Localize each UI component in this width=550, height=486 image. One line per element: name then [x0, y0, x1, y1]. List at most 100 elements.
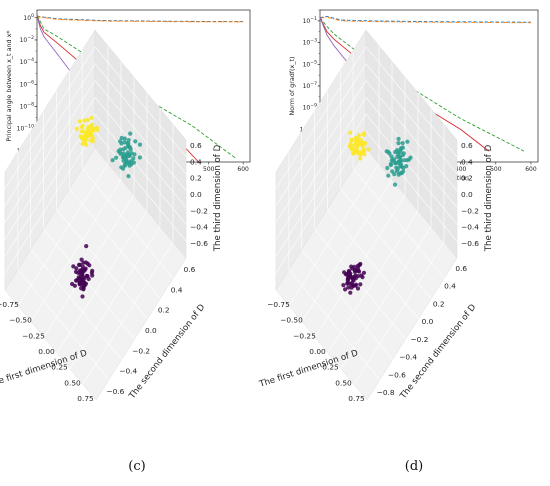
scatter-point	[74, 266, 79, 271]
grid-line	[365, 130, 458, 242]
y-tick-label: 0.6	[184, 265, 196, 274]
scatter-point	[120, 155, 125, 160]
scatter-point	[362, 131, 367, 136]
scatter-point	[346, 274, 352, 279]
scatter-point	[345, 281, 350, 286]
scatter-point	[90, 136, 95, 141]
scatter-point	[353, 276, 358, 281]
grid-line	[327, 210, 419, 354]
y-tick-label: 0.2	[158, 306, 170, 315]
scatter-point	[343, 287, 348, 292]
scatter-point	[110, 158, 115, 163]
grid-line	[301, 249, 393, 360]
scatter-point	[346, 285, 351, 290]
x-tick-label: 400	[455, 166, 467, 173]
series-line-rfedavg	[319, 16, 532, 23]
grid-line	[17, 269, 110, 380]
scatter-point	[119, 141, 124, 146]
y-tick-label: 10−8	[20, 102, 34, 111]
grid-line	[82, 242, 174, 385]
grid-line	[94, 97, 187, 208]
grid-line	[94, 80, 187, 191]
scatter-point	[70, 281, 75, 287]
x-tick-label: −0.75	[267, 300, 290, 309]
scatter-point	[354, 150, 360, 155]
x-tick-label: 0.75	[348, 394, 365, 403]
floor-pane	[4, 147, 187, 401]
z-tick-label: −0.4	[461, 223, 479, 232]
y-tick-label: 0.0	[145, 326, 157, 335]
scatter-point	[390, 169, 395, 174]
grid-line	[365, 114, 458, 225]
z-tick-label: 0.4	[461, 157, 473, 166]
z-tick-label: 0.6	[461, 141, 473, 150]
z-tick-label: −0.6	[461, 239, 479, 248]
scatter-point	[82, 129, 87, 134]
scatter-point	[80, 264, 85, 269]
scatter-point	[354, 147, 359, 152]
scatter-point	[400, 145, 405, 150]
y-tick-label: 10−3	[303, 38, 317, 47]
y-tick-label: 10−10	[17, 124, 34, 133]
scatter-point	[124, 154, 129, 159]
scatter-point	[89, 270, 94, 275]
scatter-point	[122, 162, 127, 167]
grid-line	[340, 188, 432, 299]
x-tick-label: −0.25	[293, 331, 316, 340]
scatter-point	[95, 125, 100, 130]
z-tick-label: 0.6	[190, 141, 202, 150]
grid-line	[275, 97, 367, 240]
grid-line	[94, 63, 187, 174]
scatter-point	[126, 141, 131, 146]
y-tick-label: −0.8	[377, 388, 395, 397]
scatter-point	[77, 279, 82, 284]
scatter-point	[396, 136, 401, 141]
y-tick-label: 10−4	[20, 57, 34, 66]
scatter-point	[137, 155, 142, 160]
x-tick-label: 500	[203, 166, 215, 173]
scatter-point	[89, 115, 94, 120]
y-tick-label: 0.2	[433, 299, 445, 308]
x-tick-label: 0.75	[77, 394, 94, 403]
scatter-point	[366, 147, 371, 152]
scatter-point	[398, 171, 403, 176]
scatter-point	[350, 276, 355, 281]
scatter-point	[354, 144, 360, 149]
scatter-point	[114, 155, 119, 160]
scatter-point	[357, 262, 362, 267]
scatter-point	[80, 294, 85, 299]
floor-pane	[275, 147, 458, 401]
panel-caption: (d)	[405, 459, 423, 474]
scatter-point	[126, 138, 131, 143]
x-tick-label: 0.50	[64, 378, 81, 387]
z-tick-label: 0.0	[190, 190, 202, 199]
y-tick-label: 0.4	[171, 285, 183, 294]
y-tick-label: −0.6	[388, 370, 406, 379]
scatter-point	[126, 144, 132, 149]
grid-line	[69, 188, 161, 299]
scatter-point	[128, 131, 133, 136]
scatter-point	[392, 182, 398, 187]
scatter-point	[79, 135, 84, 140]
scatter-point	[86, 133, 91, 138]
grid-line	[365, 80, 458, 191]
z-axis-label: The third dimension of D	[213, 144, 223, 252]
scatter-point	[74, 278, 79, 283]
scatter-point	[352, 264, 357, 269]
grid-line	[43, 228, 135, 340]
x-tick-label: −0.25	[22, 331, 45, 340]
x-tick-label: 0.00	[38, 347, 55, 356]
scatter-point	[350, 151, 356, 156]
scatter-point	[355, 286, 361, 291]
y-tick-label: −0.2	[132, 346, 150, 355]
scatter-point	[84, 244, 89, 249]
grid-line	[275, 130, 367, 274]
scatter-point	[348, 282, 354, 287]
scatter-point	[80, 123, 85, 128]
grid-line	[365, 97, 458, 208]
z-tick-label: 0.2	[190, 174, 202, 183]
scatter-point	[396, 141, 401, 146]
grid-line	[4, 80, 96, 223]
scatter-point	[82, 282, 87, 288]
scatter-point	[80, 272, 85, 277]
